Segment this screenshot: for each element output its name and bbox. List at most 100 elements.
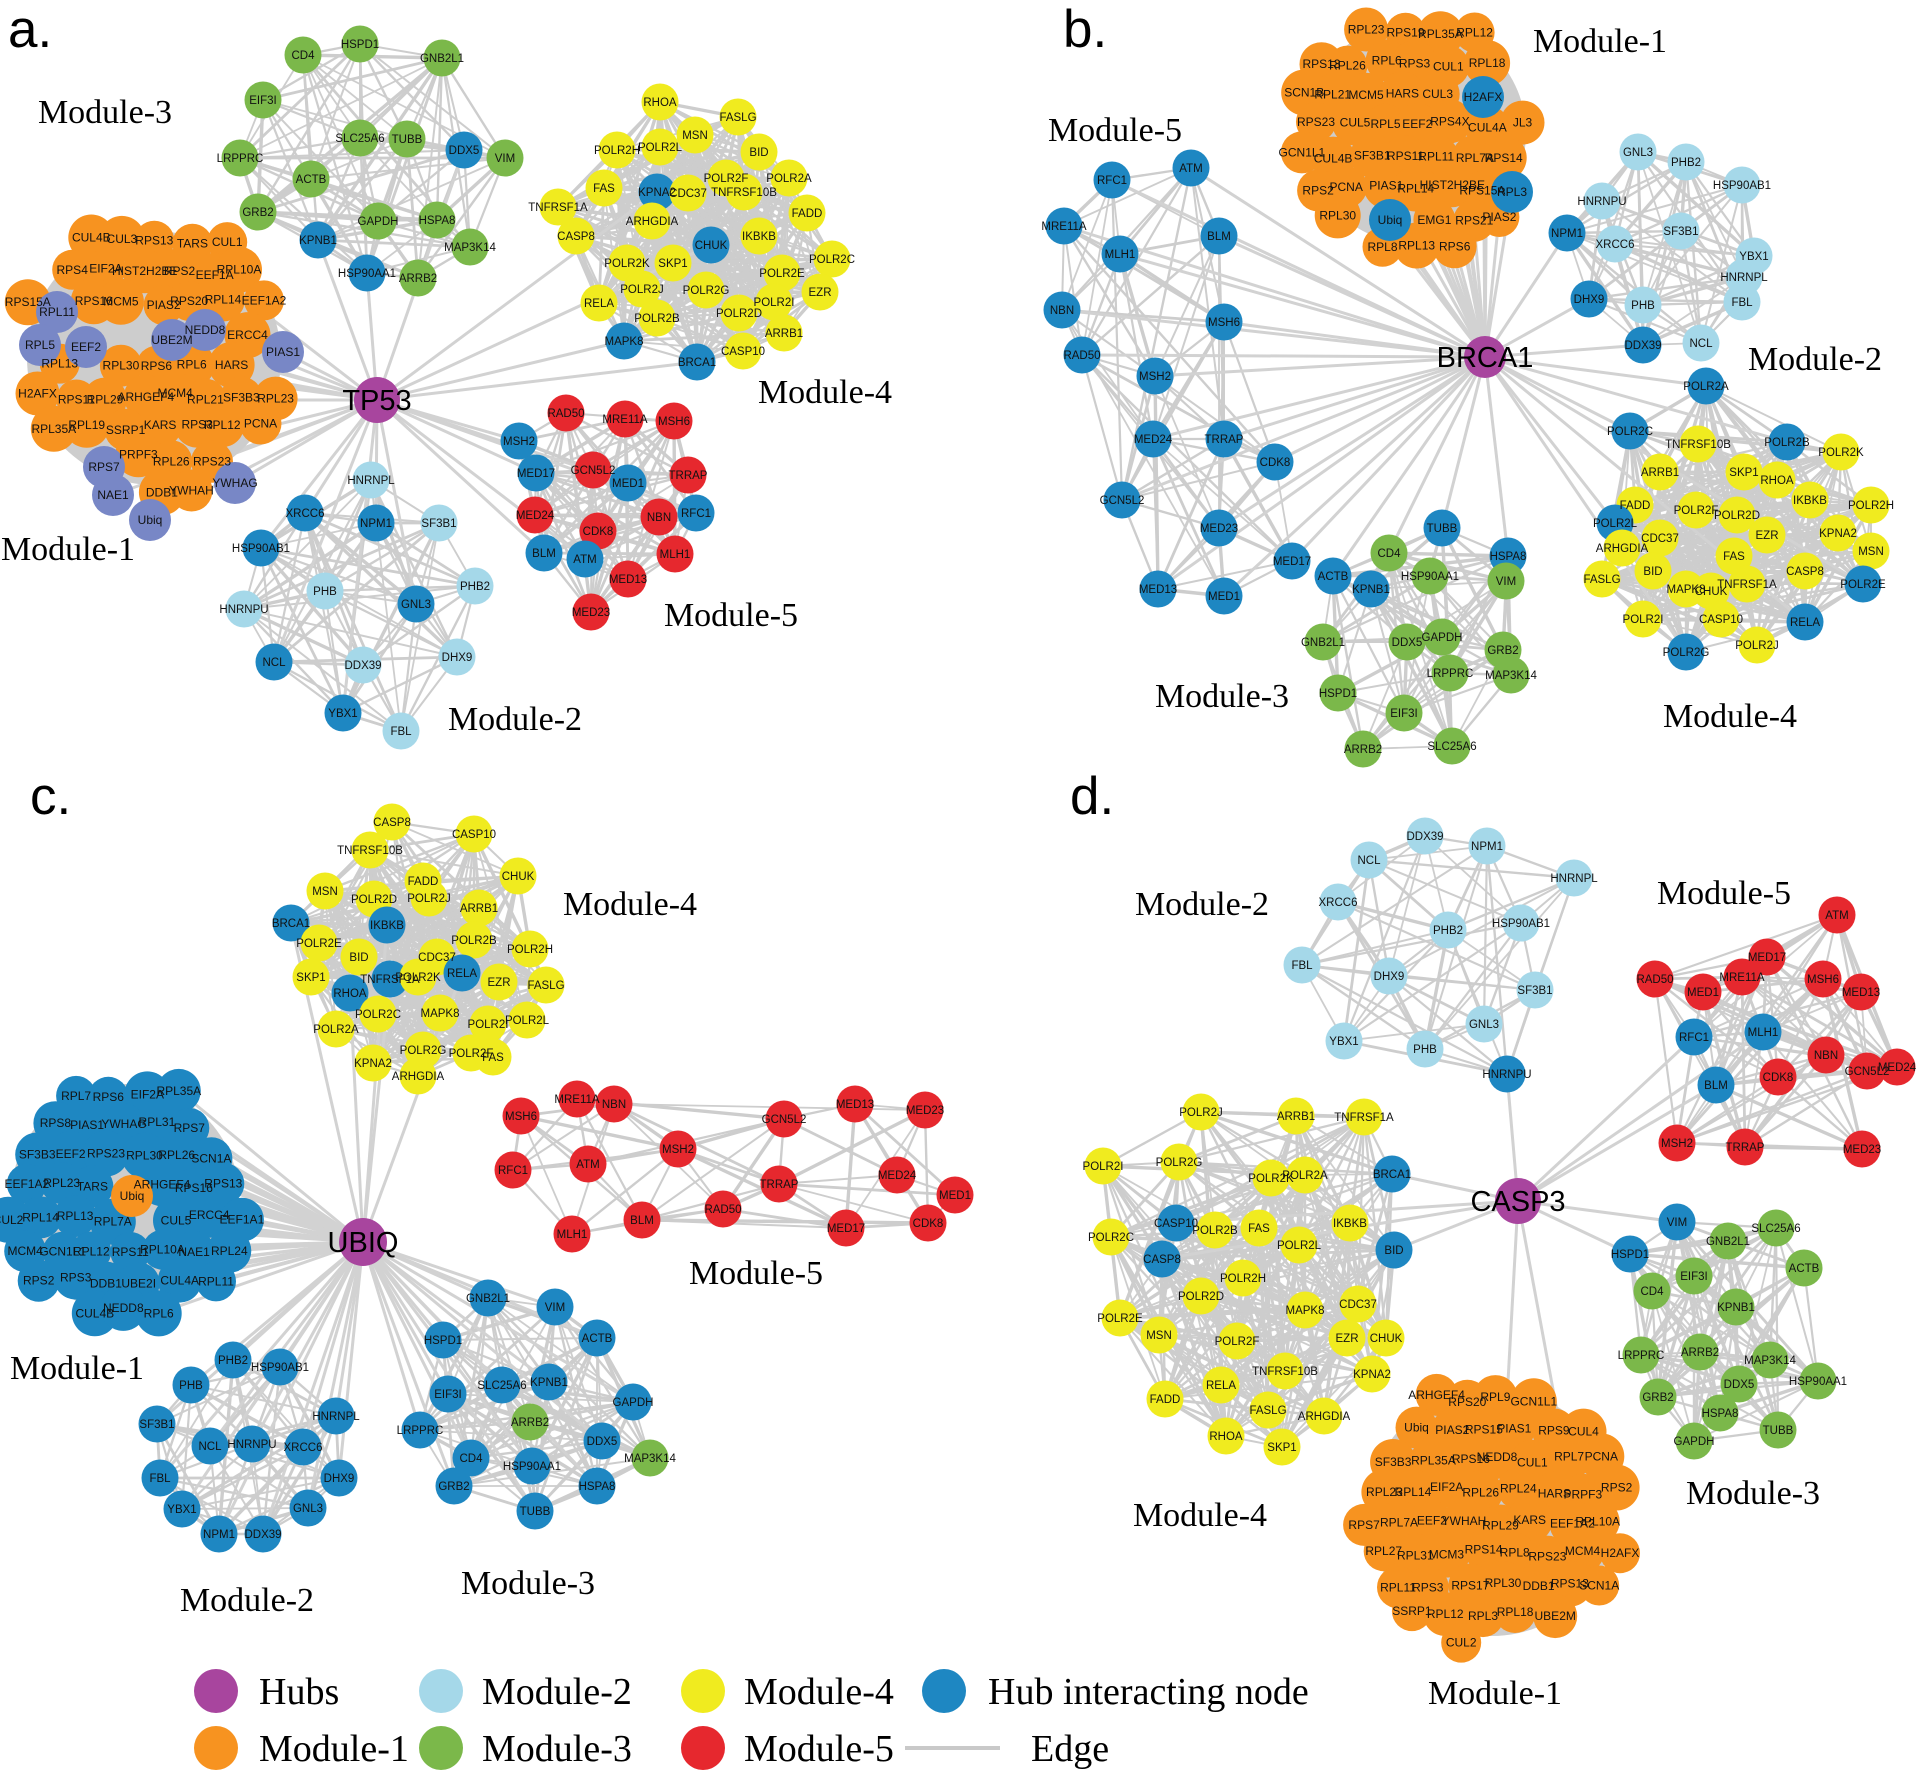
svg-text:KPNA2: KPNA2 xyxy=(354,1058,392,1070)
svg-text:EIF2A: EIF2A xyxy=(131,1087,164,1101)
svg-text:HARS: HARS xyxy=(1386,87,1419,101)
svg-text:POLR2G: POLR2G xyxy=(683,285,730,297)
svg-text:TARS: TARS xyxy=(177,237,208,251)
svg-text:RHOA: RHOA xyxy=(1209,1431,1243,1443)
svg-text:RPS4: RPS4 xyxy=(57,263,89,277)
svg-text:MAPK8: MAPK8 xyxy=(421,1008,460,1020)
svg-text:EIF3I: EIF3I xyxy=(1390,708,1417,720)
svg-text:Ubiq: Ubiq xyxy=(1378,213,1403,227)
svg-text:SKP1: SKP1 xyxy=(1267,1442,1296,1454)
svg-text:RPL13: RPL13 xyxy=(1398,239,1435,253)
svg-text:RPL18: RPL18 xyxy=(1469,56,1506,70)
svg-text:PRPF3: PRPF3 xyxy=(119,447,158,461)
svg-text:MED23: MED23 xyxy=(1843,1144,1881,1156)
svg-text:POLR2E: POLR2E xyxy=(1097,1313,1143,1325)
svg-text:RPS13: RPS13 xyxy=(1302,57,1340,71)
svg-text:RPL29: RPL29 xyxy=(87,393,124,407)
svg-text:RPL24: RPL24 xyxy=(211,1244,248,1258)
svg-text:RPS20: RPS20 xyxy=(170,294,208,308)
svg-text:POLR2I: POLR2I xyxy=(1083,1161,1124,1173)
svg-text:FAS: FAS xyxy=(1723,551,1745,563)
svg-text:RPS14: RPS14 xyxy=(1485,151,1523,165)
svg-text:RPL8: RPL8 xyxy=(1367,240,1397,254)
svg-text:NEDD8: NEDD8 xyxy=(103,1301,144,1315)
svg-text:CUL4B: CUL4B xyxy=(72,231,111,245)
svg-text:PHB: PHB xyxy=(1631,300,1655,312)
svg-text:MED24: MED24 xyxy=(1878,1062,1917,1074)
svg-text:RPL3: RPL3 xyxy=(1497,185,1527,199)
svg-text:ATM: ATM xyxy=(1825,910,1848,922)
svg-text:MED1: MED1 xyxy=(939,1190,971,1202)
svg-text:PCNA: PCNA xyxy=(244,417,277,431)
svg-text:VIM: VIM xyxy=(545,1302,565,1314)
svg-text:RPS15: RPS15 xyxy=(1465,1422,1503,1436)
svg-text:CUL3: CUL3 xyxy=(107,232,138,246)
svg-text:RPL12: RPL12 xyxy=(1456,26,1493,40)
svg-text:HSP90AB1: HSP90AB1 xyxy=(251,1362,309,1374)
svg-text:NEDD8: NEDD8 xyxy=(185,323,226,337)
svg-text:H2AFX: H2AFX xyxy=(18,387,57,401)
svg-text:Module-5: Module-5 xyxy=(1657,875,1791,912)
svg-text:POLR2H: POLR2H xyxy=(1220,1273,1266,1285)
svg-text:RPL35A: RPL35A xyxy=(156,1084,201,1098)
svg-text:CHUK: CHUK xyxy=(502,871,535,883)
svg-text:Hub interacting node: Hub interacting node xyxy=(988,1671,1309,1713)
svg-text:TNFRSF1A: TNFRSF1A xyxy=(360,974,420,986)
svg-text:JL3: JL3 xyxy=(1513,116,1533,130)
svg-text:TUBB: TUBB xyxy=(520,1506,551,1518)
svg-text:BRCA1: BRCA1 xyxy=(1437,342,1534,374)
svg-text:POLR2I: POLR2I xyxy=(754,297,795,309)
svg-text:RPL5: RPL5 xyxy=(1370,117,1400,131)
svg-text:DDX5: DDX5 xyxy=(449,145,480,157)
svg-text:POLR2D: POLR2D xyxy=(351,894,397,906)
svg-text:BLM: BLM xyxy=(1207,231,1231,243)
svg-text:CUL4: CUL4 xyxy=(1568,1425,1599,1439)
svg-text:H2AFX: H2AFX xyxy=(1601,1546,1640,1560)
svg-text:MSN: MSN xyxy=(1146,1330,1172,1342)
svg-text:POLR2C: POLR2C xyxy=(809,254,855,266)
svg-text:POLR2F: POLR2F xyxy=(1674,505,1719,517)
svg-text:SF3B3: SF3B3 xyxy=(223,391,260,405)
svg-text:TRRAP: TRRAP xyxy=(1726,1142,1765,1154)
svg-text:RPS6: RPS6 xyxy=(93,1090,125,1104)
svg-text:RPL12: RPL12 xyxy=(1427,1607,1464,1621)
svg-text:CD4: CD4 xyxy=(1377,548,1401,560)
svg-text:Module-4: Module-4 xyxy=(563,886,697,923)
svg-text:HNRNPL: HNRNPL xyxy=(1720,272,1768,284)
svg-text:POLR2C: POLR2C xyxy=(355,1009,401,1021)
svg-text:RPL26: RPL26 xyxy=(153,454,190,468)
svg-text:RPS3: RPS3 xyxy=(60,1271,92,1285)
svg-text:Module-2: Module-2 xyxy=(180,1582,314,1619)
svg-text:PIAS1: PIAS1 xyxy=(1497,1422,1531,1436)
svg-text:GNB2L1: GNB2L1 xyxy=(1301,637,1345,649)
svg-text:MSH6: MSH6 xyxy=(658,416,690,428)
svg-text:ARRB2: ARRB2 xyxy=(511,1417,549,1429)
svg-text:HNRNPL: HNRNPL xyxy=(312,1411,360,1423)
svg-text:HSP90AB1: HSP90AB1 xyxy=(232,543,290,555)
svg-text:RPS6: RPS6 xyxy=(141,359,173,373)
svg-text:HNRNPU: HNRNPU xyxy=(1482,1069,1531,1081)
svg-text:MED13: MED13 xyxy=(836,1099,874,1111)
svg-text:MCM4: MCM4 xyxy=(8,1244,44,1258)
svg-text:RPL13: RPL13 xyxy=(57,1209,94,1223)
svg-text:DDX5: DDX5 xyxy=(1392,637,1423,649)
svg-text:EIF2A: EIF2A xyxy=(1430,1480,1463,1494)
svg-text:b.: b. xyxy=(1063,0,1107,59)
svg-text:POLR2I: POLR2I xyxy=(1623,614,1664,626)
svg-text:CUL4B: CUL4B xyxy=(75,1306,114,1320)
svg-text:TNFRSF10B: TNFRSF10B xyxy=(711,187,777,199)
svg-text:MED17: MED17 xyxy=(1748,952,1786,964)
svg-text:MLH1: MLH1 xyxy=(557,1229,588,1241)
svg-text:POLR2B: POLR2B xyxy=(1764,437,1810,449)
svg-text:UBIQ: UBIQ xyxy=(328,1227,399,1259)
svg-text:XRCC6: XRCC6 xyxy=(286,508,325,520)
svg-text:RFC1: RFC1 xyxy=(1097,175,1127,187)
svg-text:RPL8: RPL8 xyxy=(1500,1545,1530,1559)
svg-text:CUL3: CUL3 xyxy=(1422,87,1453,101)
svg-text:POLR2F: POLR2F xyxy=(704,173,749,185)
svg-text:DDX39: DDX39 xyxy=(244,1529,281,1541)
svg-text:POLR2I: POLR2I xyxy=(468,1019,509,1031)
svg-text:EEF1A2: EEF1A2 xyxy=(242,293,287,307)
svg-text:RPL7A: RPL7A xyxy=(1456,151,1494,165)
svg-text:RPL23: RPL23 xyxy=(1366,1485,1403,1499)
